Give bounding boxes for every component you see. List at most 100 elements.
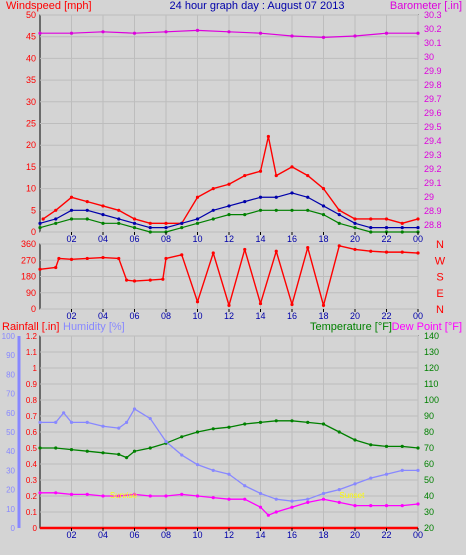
point-temperature xyxy=(306,420,310,424)
y-left-tick-label: 30 xyxy=(26,97,36,107)
point-lull xyxy=(180,226,184,230)
y-left-tick-label: 90 xyxy=(26,288,36,298)
point-wind-direction xyxy=(54,265,58,270)
point-gust xyxy=(54,208,58,212)
x-tick-label: 06 xyxy=(129,530,139,540)
point-dew-point xyxy=(337,500,341,504)
y-humidity-tick-label: 10 xyxy=(6,505,15,514)
y-temp-tick-label: 60 xyxy=(424,459,434,469)
y-rain-tick-label: 0.3 xyxy=(26,476,38,485)
series-layer xyxy=(38,28,420,530)
point-temperature xyxy=(54,446,58,450)
point-lull xyxy=(321,213,326,217)
dewpoint-axis-label: Dew Point [°F] xyxy=(392,321,462,333)
point-temperature xyxy=(125,456,129,460)
point-temperature xyxy=(353,438,357,442)
point-lull xyxy=(54,221,58,225)
series-dew-point xyxy=(40,492,419,516)
point-lull xyxy=(274,208,278,212)
point-lull xyxy=(353,226,357,230)
point-temperature xyxy=(384,444,389,448)
point-barometer xyxy=(353,34,357,38)
y-right-tick-label: 29.7 xyxy=(424,94,442,104)
point-wind-direction xyxy=(57,256,61,261)
point-humidity xyxy=(243,484,247,488)
y-left-tick-label: 10 xyxy=(26,184,36,194)
point-barometer xyxy=(384,31,389,35)
y-temp-tick-label: 70 xyxy=(424,443,434,453)
point-dew-point xyxy=(400,504,404,508)
point-barometer xyxy=(227,30,231,34)
point-lull xyxy=(290,208,294,212)
point-wind-direction xyxy=(353,247,357,252)
x-tick-label: 00 xyxy=(413,530,423,540)
x-tick-label: 12 xyxy=(224,530,234,540)
point-humidity xyxy=(85,420,89,424)
point-wind-direction xyxy=(161,277,165,281)
y-left-tick-label: 20 xyxy=(26,140,36,150)
y-left-tick-label: 15 xyxy=(26,162,36,172)
point-average-speed xyxy=(101,213,105,217)
x-tick-label: 08 xyxy=(161,234,171,244)
point-dew-point xyxy=(117,494,121,498)
y-rain-tick-label: 0.5 xyxy=(26,444,38,453)
point-gust xyxy=(258,169,263,173)
point-average-speed xyxy=(321,204,326,208)
point-average-speed xyxy=(195,217,200,221)
y-humidity-tick-label: 100 xyxy=(2,332,16,341)
point-barometer xyxy=(164,30,168,34)
y-humidity-tick-label: 50 xyxy=(6,428,15,437)
point-gust xyxy=(41,217,45,221)
point-lull xyxy=(243,213,247,217)
point-wind-direction xyxy=(227,303,231,307)
point-average-speed xyxy=(38,221,42,225)
point-wind-direction xyxy=(69,257,74,261)
y-humidity-tick-label: 30 xyxy=(6,466,15,475)
y-right-tick-label: 30 xyxy=(424,52,434,62)
point-temperature xyxy=(180,435,184,439)
x-tick-label: 18 xyxy=(318,234,328,244)
point-humidity xyxy=(321,491,326,496)
compass-label: S xyxy=(436,272,443,284)
y-right-tick-label: 29.3 xyxy=(424,150,442,160)
y-temp-tick-label: 50 xyxy=(424,475,434,485)
temperature-axis-label: Temperature [°F] xyxy=(310,321,392,333)
point-barometer xyxy=(101,30,105,34)
point-temperature xyxy=(101,451,105,455)
point-dew-point xyxy=(148,494,152,498)
point-gust xyxy=(227,182,231,186)
y-left-tick-label: 50 xyxy=(26,10,36,20)
point-wind-direction xyxy=(148,278,152,282)
point-temperature xyxy=(85,449,89,453)
point-average-speed xyxy=(384,226,389,230)
point-average-speed xyxy=(180,221,184,225)
point-dew-point xyxy=(353,504,357,508)
point-average-speed xyxy=(117,217,121,221)
y-left-tick-label: 45 xyxy=(26,32,36,42)
x-tick-label: 06 xyxy=(129,311,139,321)
point-average-speed xyxy=(290,191,294,195)
point-dew-point xyxy=(258,505,263,509)
point-gust xyxy=(400,221,404,225)
point-gust xyxy=(69,195,74,199)
point-wind-direction xyxy=(258,301,263,306)
y-temp-tick-label: 30 xyxy=(424,507,434,517)
point-gust xyxy=(353,217,357,221)
point-wind-direction xyxy=(132,279,137,283)
y-right-tick-label: 30.1 xyxy=(424,38,442,48)
point-gust xyxy=(195,195,200,199)
x-tick-label: 18 xyxy=(318,530,328,540)
x-tick-label: 10 xyxy=(192,311,202,321)
point-dew-point xyxy=(180,492,184,496)
x-tick-label: 20 xyxy=(350,530,360,540)
point-barometer xyxy=(290,34,294,38)
point-lull xyxy=(195,221,200,225)
y-right-tick-label: 29.6 xyxy=(424,108,442,118)
point-humidity xyxy=(306,497,310,501)
point-humidity xyxy=(164,440,168,444)
x-tick-label: 06 xyxy=(129,234,139,244)
x-tick-label: 14 xyxy=(255,311,265,321)
point-gust xyxy=(321,187,326,191)
y-rain-tick-label: 0.4 xyxy=(26,460,38,469)
